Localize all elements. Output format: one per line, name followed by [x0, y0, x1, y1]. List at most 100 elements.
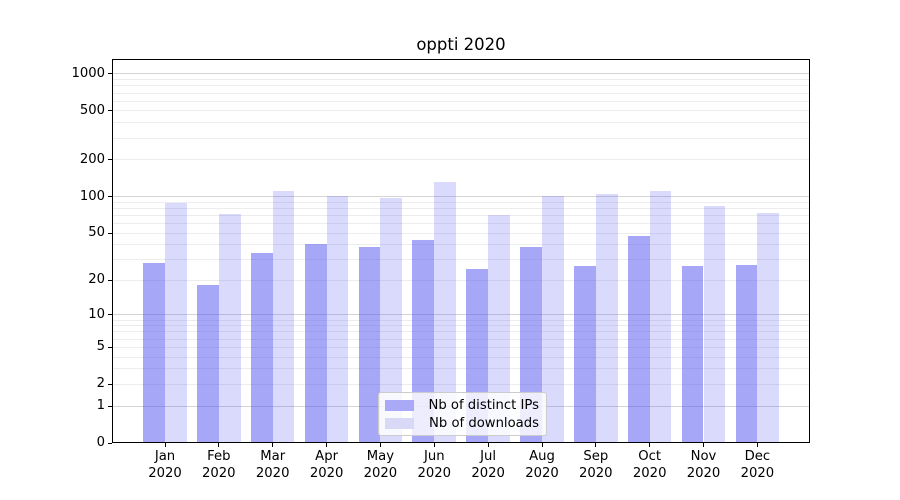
x-tick-mark [433, 443, 435, 447]
gridline-minor [113, 100, 809, 102]
gridline-minor [113, 201, 809, 203]
x-tick-label: Aug 2020 [525, 449, 559, 481]
gridline-minor [113, 331, 809, 333]
bar-distinct-ips-may [358, 246, 381, 442]
x-tick-mark [326, 443, 328, 447]
y-tick-mark [108, 279, 112, 281]
gridline-minor [113, 159, 809, 161]
bar-downloads-nov [703, 205, 726, 442]
bar-distinct-ips-jun [412, 240, 435, 442]
y-tick-mark [108, 196, 112, 197]
y-tick-mark [108, 346, 112, 348]
gridline-minor [113, 279, 809, 281]
legend-swatch-distinct-ips [385, 400, 414, 411]
x-tick-label: Jan 2020 [148, 449, 182, 481]
bar-downloads-may [380, 198, 403, 442]
x-tick-label: Jun 2020 [417, 449, 452, 481]
y-tick-label: 500 [79, 102, 105, 118]
bar-downloads-jun [434, 182, 457, 442]
y-tick-label: 50 [88, 225, 105, 240]
x-tick-mark [487, 443, 489, 447]
gridline-minor [113, 319, 809, 321]
legend-label-downloads: Nb of downloads [429, 416, 539, 431]
x-tick-mark [541, 443, 543, 447]
y-tick-label: 10 [88, 306, 105, 322]
x-tick-mark [649, 443, 651, 447]
x-tick-mark [379, 443, 381, 447]
gridline-minor [113, 122, 809, 124]
gridline-minor [113, 85, 809, 87]
x-tick-label: May 2020 [363, 449, 398, 481]
gridline-minor [113, 244, 809, 246]
y-tick-label: 0 [96, 435, 105, 450]
chart-title: oppti 2020 [416, 35, 506, 54]
gridline-minor [113, 137, 809, 139]
x-tick-mark [218, 443, 220, 447]
gridline-minor [113, 356, 809, 358]
y-tick-mark [108, 232, 112, 234]
bar-downloads-apr [326, 196, 349, 442]
legend-item-distinct-ips: Nb of distinct IPs [385, 398, 539, 413]
legend: Nb of distinct IPs Nb of downloads [378, 392, 547, 436]
bar-distinct-ips-jan [143, 262, 165, 442]
bar-downloads-jul [488, 214, 510, 442]
x-tick-label: Mar 2020 [255, 449, 290, 481]
gridline-minor [113, 110, 809, 112]
x-tick-label: Sep 2020 [579, 449, 613, 481]
y-tick-mark [108, 383, 112, 385]
y-tick-label: 1000 [71, 65, 105, 81]
bar-distinct-ips-dec [735, 264, 758, 442]
gridline-minor [113, 325, 809, 327]
bar-distinct-ips-mar [250, 252, 273, 442]
bar-downloads-sep [595, 194, 618, 442]
bar-downloads-feb [218, 214, 241, 442]
legend-item-downloads: Nb of downloads [385, 416, 539, 431]
y-tick-mark [108, 159, 112, 161]
plot-area-border [112, 59, 810, 443]
gridline-major [113, 196, 809, 197]
gridline-minor [113, 259, 809, 261]
x-tick-mark [703, 443, 704, 447]
y-tick-label: 2 [96, 376, 105, 392]
x-tick-label: Dec 2020 [740, 449, 775, 481]
x-tick-mark [272, 443, 274, 447]
gridline-minor [113, 92, 809, 94]
y-tick-mark [108, 110, 112, 112]
bar-downloads-oct [649, 191, 672, 442]
y-tick-label: 5 [96, 339, 105, 355]
gridline-minor [113, 346, 809, 348]
y-tick-label: 20 [88, 272, 105, 288]
bar-distinct-ips-sep [574, 266, 596, 442]
legend-label-distinct-ips: Nb of distinct IPs [428, 398, 539, 413]
gridline-minor [113, 232, 809, 234]
x-tick-mark [595, 443, 597, 447]
bar-distinct-ips-apr [304, 244, 327, 442]
x-tick-label: Oct 2020 [632, 449, 667, 481]
x-tick-label: Feb 2020 [202, 449, 236, 481]
bar-downloads-mar [272, 190, 295, 442]
bar-distinct-ips-oct [627, 235, 650, 442]
y-tick-mark [108, 73, 112, 75]
gridline-minor [113, 79, 809, 81]
bar-distinct-ips-nov [681, 266, 704, 442]
y-tick-label: 100 [79, 188, 105, 204]
x-tick-label: Apr 2020 [309, 449, 344, 481]
y-tick-label: 1 [96, 398, 105, 413]
legend-swatch-downloads [385, 418, 414, 429]
gridline-minor [113, 383, 809, 385]
gridline-major [113, 314, 809, 316]
bar-downloads-aug [542, 196, 564, 442]
x-tick-mark [756, 443, 758, 447]
x-tick-label: Nov 2020 [686, 449, 721, 481]
x-tick-mark [164, 443, 166, 447]
bar-downloads-dec [757, 213, 780, 442]
y-tick-mark [108, 314, 112, 316]
gridline-minor [113, 222, 809, 224]
gridline-minor [113, 338, 809, 340]
y-tick-label: 200 [79, 151, 105, 167]
gridline-minor [113, 214, 809, 216]
gridline-major [113, 73, 809, 75]
